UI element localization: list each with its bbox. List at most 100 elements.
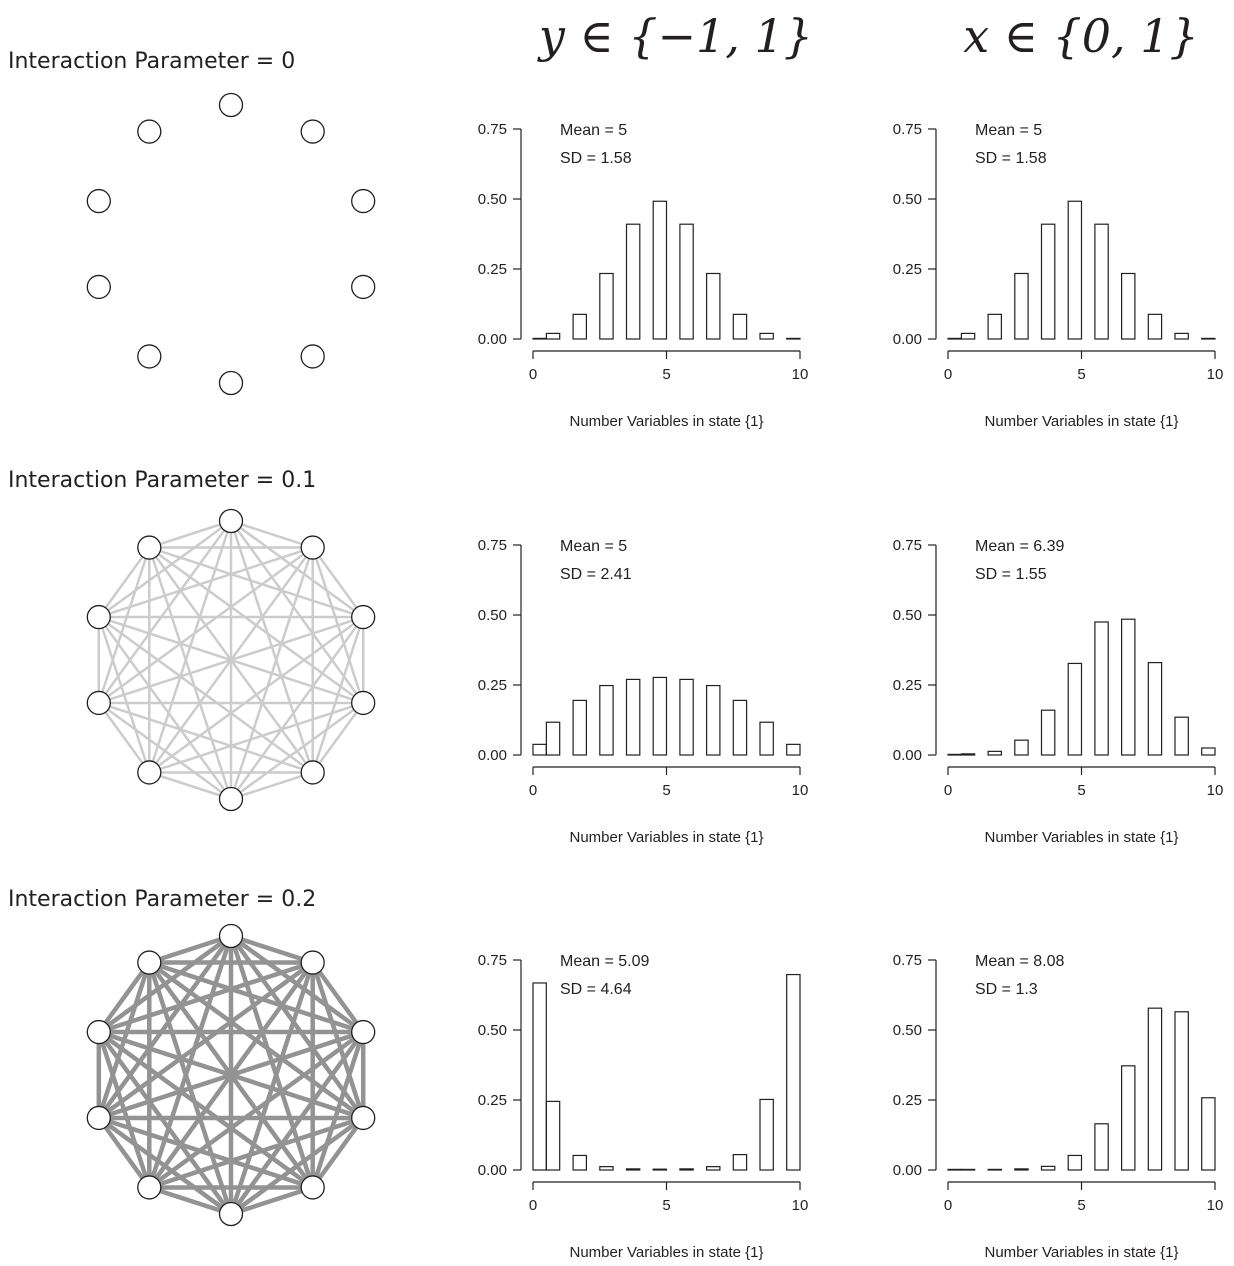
bar: [572, 699, 587, 756]
x-tick-label: 5: [1077, 1197, 1085, 1214]
x-tick-label: 10: [792, 366, 809, 383]
network-edge: [229, 934, 366, 1120]
bar: [1120, 618, 1136, 756]
network-node: [86, 1019, 111, 1045]
y-tick-label: 0.00: [893, 747, 922, 764]
x-tick-label: 0: [944, 366, 952, 383]
sd-label: SD = 1.58: [560, 150, 632, 167]
network-edge: [148, 519, 232, 549]
bar: [652, 1168, 668, 1171]
y-tick-label: 0.75: [893, 121, 922, 138]
y-tick-label: 0.50: [478, 1022, 507, 1039]
y-tick-label: 0.50: [893, 1022, 922, 1039]
network-node: [86, 690, 111, 716]
y-tick-label: 0.25: [478, 261, 507, 278]
x-tick-label: 10: [792, 1197, 809, 1214]
bar: [545, 1100, 561, 1171]
x-tick-label: 10: [1207, 782, 1224, 799]
network-node: [351, 274, 376, 300]
network-node: [300, 535, 325, 560]
network-node: [218, 786, 244, 812]
y-tick-label: 0.50: [478, 607, 507, 624]
bar: [759, 721, 774, 756]
y-tick-label: 0.25: [893, 677, 922, 694]
network-node: [351, 1019, 376, 1045]
network-edge: [96, 934, 233, 1120]
bar: [1014, 272, 1029, 340]
bar: [1174, 1011, 1189, 1171]
network-node: [218, 370, 244, 396]
network-node: [351, 188, 376, 214]
bar: [599, 1166, 614, 1171]
network-0: [86, 92, 376, 396]
x-axis-title: Number Variables in state {1}: [985, 829, 1179, 846]
y-tick-label: 0.75: [893, 537, 922, 554]
bar: [1120, 1065, 1136, 1171]
histogram-r2c0: 0.00 0.25 0.50 0.75 0 5 10 Number Variables in …: [478, 952, 809, 1261]
network-edge: [229, 1030, 366, 1216]
x-axis-title: Number Variables in state {1}: [570, 1244, 764, 1261]
bar: [759, 332, 774, 340]
bar: [625, 223, 641, 340]
x-tick-label: 10: [792, 782, 809, 799]
network-node: [351, 604, 376, 630]
sd-label: SD = 1.55: [975, 566, 1047, 583]
histograms: 0.00 0.25 0.50 0.75 0 5 10 Number Variables in …: [478, 121, 1224, 1261]
sd-label: SD = 1.3: [975, 981, 1038, 998]
row-title-2: Interaction Parameter = 0.2: [8, 887, 316, 912]
bar: [1040, 1165, 1056, 1171]
x-tick-label: 0: [944, 782, 952, 799]
row-title-0: Interaction Parameter = 0: [8, 49, 295, 74]
network-edge: [97, 616, 151, 773]
bar: [572, 313, 587, 340]
network-node: [137, 1175, 162, 1200]
bar: [987, 1168, 1002, 1171]
network-node: [300, 1175, 325, 1200]
sd-label: SD = 4.64: [560, 981, 632, 998]
bar: [545, 332, 561, 340]
bar: [1094, 621, 1109, 756]
network-node: [86, 1105, 111, 1131]
network-edge: [96, 1030, 233, 1216]
network-edge: [98, 616, 314, 774]
y-tick-label: 0.75: [893, 952, 922, 969]
y-tick-label: 0.25: [893, 261, 922, 278]
y-tick-label: 0.75: [478, 121, 507, 138]
network-edge: [97, 616, 233, 800]
bar: [1067, 662, 1083, 756]
bar: [545, 721, 561, 756]
network-node: [86, 188, 111, 214]
column-header-spin: y ∈ {−1, 1}: [537, 9, 813, 63]
bar: [786, 973, 801, 1171]
network-edge: [98, 1115, 314, 1190]
y-tick-label: 0.00: [478, 1162, 507, 1179]
bar: [679, 1168, 694, 1171]
network-edge: [98, 701, 314, 774]
network-edge: [229, 616, 365, 800]
network-edge: [148, 546, 364, 619]
bar: [705, 684, 721, 756]
bar: [1147, 313, 1163, 340]
bar: [786, 743, 801, 756]
bar: [1040, 709, 1056, 756]
bar: [1201, 747, 1216, 756]
mean-label: Mean = 5: [560, 122, 627, 139]
bar: [599, 272, 614, 340]
y-tick-label: 0.00: [893, 1162, 922, 1179]
bar: [732, 313, 748, 340]
row-title-1: Interaction Parameter = 0.1: [8, 468, 316, 493]
y-tick-label: 0.25: [478, 1092, 507, 1109]
network-node: [86, 274, 111, 300]
sd-label: SD = 2.41: [560, 566, 632, 583]
network-edge: [148, 771, 232, 801]
network-edge: [97, 702, 151, 774]
bar: [1014, 1168, 1029, 1171]
network-edge: [96, 1116, 152, 1189]
bar: [1201, 337, 1216, 340]
bar: [960, 753, 976, 756]
network-edge: [98, 960, 314, 1035]
network-2: [86, 923, 376, 1227]
bar: [786, 337, 801, 340]
network-edge: [97, 547, 151, 704]
